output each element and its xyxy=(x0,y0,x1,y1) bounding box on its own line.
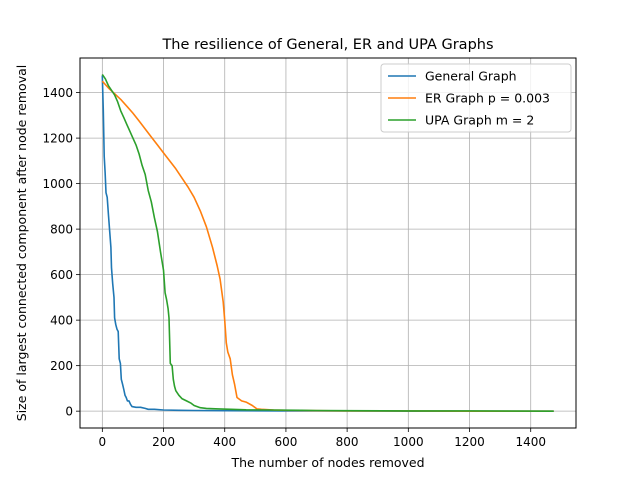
x-tick-label: 1400 xyxy=(515,435,546,449)
legend-frame xyxy=(380,63,572,133)
y-tick-label: 200 xyxy=(50,359,73,373)
y-tick-label: 1400 xyxy=(42,86,73,100)
x-tick-label: 800 xyxy=(336,435,359,449)
x-tick-label: 1200 xyxy=(454,435,485,449)
y-tick-label: 1200 xyxy=(42,131,73,145)
y-axis-label: Size of largest connected component afte… xyxy=(14,65,29,421)
x-tick-label: 400 xyxy=(213,435,236,449)
series-line-3 xyxy=(101,73,554,413)
y-tick-label: 400 xyxy=(50,313,73,327)
axis-ticks: 0 200 400 600 800 1000 1200 1400 0 200 400 600 800 10… xyxy=(42,86,546,449)
legend-label-2: ER Graph p = 0.003 xyxy=(425,90,550,105)
series-line-1 xyxy=(101,75,554,413)
x-tick-label: 1000 xyxy=(393,435,424,449)
legend: General Graph ER Graph p = 0.003 UPA Graph… xyxy=(380,63,572,133)
x-tick-label: 0 xyxy=(99,435,107,449)
series-layer xyxy=(101,73,554,413)
legend-label-3: UPA Graph m = 2 xyxy=(425,112,534,127)
x-tick-label: 200 xyxy=(152,435,175,449)
y-tick-label: 800 xyxy=(50,222,73,236)
y-tick-label: 1000 xyxy=(42,177,73,191)
x-axis-label: The number of nodes removed xyxy=(230,455,424,470)
legend-label-1: General Graph xyxy=(425,68,517,83)
plot-frame xyxy=(79,57,577,429)
chart-title: The resilience of General, ER and UPA Gr… xyxy=(161,37,493,53)
y-tick-label: 600 xyxy=(50,268,73,282)
y-tick-label: 0 xyxy=(65,404,73,418)
x-tick-label: 600 xyxy=(274,435,297,449)
